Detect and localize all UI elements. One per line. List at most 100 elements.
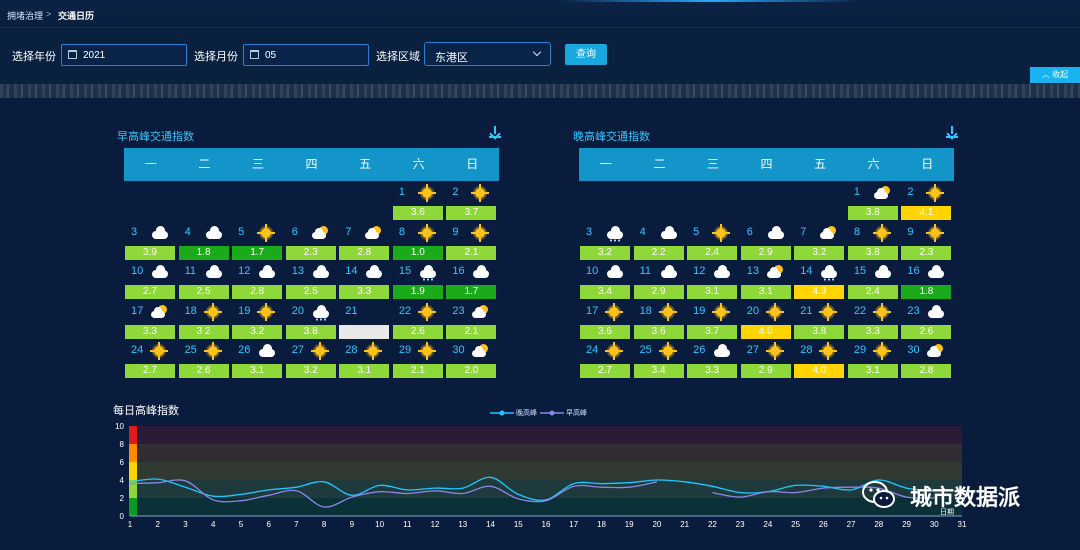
day-cell[interactable]: 19 3.2 — [231, 302, 283, 343]
day-cell[interactable]: 18 3.6 — [633, 302, 685, 343]
day-cell[interactable]: 9 2.3 — [900, 223, 952, 264]
day-cell[interactable]: 30 2.0 — [445, 343, 497, 382]
year-picker[interactable]: 2021 — [61, 44, 187, 66]
evening-title: 晚高峰交通指数 — [573, 131, 650, 143]
index-value: 3.6 — [633, 324, 684, 339]
day-cell[interactable]: 16 1.7 — [445, 264, 497, 303]
day-cell[interactable]: 11 2.9 — [633, 264, 685, 303]
day-cell[interactable]: 21 — [338, 304, 390, 343]
day-cell[interactable]: 10 3.4 — [579, 264, 631, 303]
query-button[interactable]: 查询 — [565, 44, 607, 65]
day-cell[interactable]: 29 2.1 — [392, 342, 444, 382]
day-cell[interactable]: 15 1.9 — [392, 264, 444, 303]
month-picker[interactable]: 05 — [243, 44, 369, 66]
legend-item-evening[interactable]: 晚高峰 — [490, 408, 537, 418]
day-cell[interactable]: 26 3.1 — [231, 343, 283, 382]
day-cell[interactable]: 17 3.6 — [579, 302, 631, 343]
day-cell[interactable]: 15 2.4 — [847, 264, 899, 303]
day-cell[interactable]: 19 3.7 — [686, 302, 738, 343]
day-number: 22 — [398, 304, 412, 317]
cloud-icon — [873, 264, 893, 282]
day-cell[interactable]: 13 3.1 — [740, 264, 792, 303]
day-number: 4 — [639, 225, 646, 238]
day-cell[interactable]: 26 3.3 — [686, 343, 738, 382]
collapse-button[interactable]: ︿ 收起 — [1030, 67, 1080, 83]
band-marker — [129, 462, 137, 480]
day-cell[interactable]: 21 3.8 — [793, 302, 845, 343]
day-cell[interactable]: 5 1.7 — [231, 223, 283, 264]
cloud-icon — [766, 225, 786, 243]
day-cell[interactable]: 28 4.0 — [793, 342, 845, 382]
year-value: 2021 — [83, 50, 106, 61]
calendar-icon — [68, 50, 77, 59]
day-cell[interactable]: 24 2.7 — [579, 342, 631, 382]
day-cell[interactable]: 8 3.8 — [847, 223, 899, 264]
x-tick-label: 31 — [958, 520, 967, 529]
day-cell[interactable]: 24 2.7 — [124, 342, 176, 382]
day-cell[interactable]: 28 3.1 — [338, 342, 390, 382]
day-cell[interactable]: 12 3.1 — [686, 264, 738, 303]
breadcrumb-current[interactable]: 交通日历 — [58, 11, 95, 21]
day-cell[interactable]: 29 3.1 — [847, 342, 899, 382]
legend-item-morning[interactable]: 早高峰 — [540, 408, 587, 418]
day-cell[interactable]: 4 1.8 — [178, 225, 230, 264]
index-value: 3.1 — [339, 364, 390, 378]
breadcrumb-parent[interactable]: 拥堵治理 — [7, 11, 44, 21]
day-cell[interactable]: 5 2.4 — [686, 223, 738, 264]
day-cell[interactable]: 16 1.8 — [900, 264, 952, 303]
day-cell[interactable]: 13 2.5 — [285, 264, 337, 303]
day-cell[interactable]: 23 2.6 — [900, 304, 952, 343]
day-cell[interactable]: 2 3.7 — [445, 184, 497, 224]
day-cell[interactable]: 22 2.6 — [392, 302, 444, 343]
day-cell[interactable]: 7 2.8 — [338, 225, 390, 264]
day-cell[interactable]: 4 2.2 — [633, 225, 685, 264]
day-cell[interactable]: 25 3.4 — [633, 342, 685, 382]
download-icon[interactable] — [489, 126, 501, 138]
day-cell[interactable]: 6 2.3 — [285, 225, 337, 264]
day-cell[interactable]: 25 2.6 — [178, 342, 230, 382]
day-cell[interactable]: 7 3.2 — [793, 225, 845, 264]
index-value: 1.7 — [232, 245, 283, 260]
day-cell[interactable]: 1 3.8 — [847, 185, 899, 224]
x-tick-label: 3 — [183, 520, 188, 529]
chevron-up-icon: ︿ — [1041, 70, 1050, 79]
day-cell[interactable]: 3 3.9 — [124, 225, 176, 264]
day-cell[interactable]: 27 2.9 — [740, 342, 792, 382]
index-value: 2.6 — [392, 324, 443, 339]
day-cell[interactable]: 10 2.7 — [124, 264, 176, 303]
day-cell[interactable]: 6 2.9 — [740, 225, 792, 264]
day-cell[interactable]: 1 3.6 — [392, 184, 444, 224]
day-cell[interactable]: 22 3.3 — [847, 302, 899, 343]
day-cell[interactable]: 9 2.1 — [445, 223, 497, 264]
chevron-down-icon — [532, 47, 542, 57]
day-cell[interactable]: 14 4.3 — [793, 264, 845, 303]
day-cell[interactable]: 30 2.8 — [900, 343, 952, 382]
day-number: 18 — [639, 304, 652, 317]
day-cell[interactable]: 18 3.2 — [178, 302, 230, 343]
area-label: 选择区域 — [376, 51, 420, 63]
day-cell[interactable]: 27 3.2 — [285, 342, 337, 382]
day-cell[interactable]: 8 1.0 — [392, 223, 444, 264]
day-cell[interactable]: 20 4.0 — [740, 302, 792, 343]
weekday-label: 一 — [144, 157, 157, 171]
day-number: 17 — [131, 304, 144, 317]
rain-icon — [311, 304, 331, 322]
cloud-icon — [659, 264, 679, 282]
index-value: 3.6 — [392, 206, 443, 220]
area-select[interactable]: 东港区 — [424, 42, 551, 66]
download-icon[interactable] — [946, 126, 958, 138]
partly-cloudy-icon — [926, 343, 946, 361]
day-cell[interactable]: 3 3.2 — [579, 225, 631, 264]
day-cell[interactable]: 12 2.8 — [231, 264, 283, 303]
day-cell[interactable]: 14 3.3 — [338, 264, 390, 303]
index-value: 2.3 — [901, 245, 952, 260]
day-cell[interactable]: 20 3.8 — [285, 304, 337, 343]
day-number: 2 — [907, 186, 914, 198]
partly-cloudy-icon — [873, 185, 893, 203]
day-cell[interactable]: 2 4.1 — [900, 184, 952, 224]
day-cell[interactable]: 11 2.5 — [178, 264, 230, 303]
chart-band — [130, 462, 962, 480]
rain-icon — [418, 264, 438, 282]
day-cell[interactable]: 17 3.3 — [124, 304, 176, 343]
day-cell[interactable]: 23 2.1 — [445, 304, 497, 343]
